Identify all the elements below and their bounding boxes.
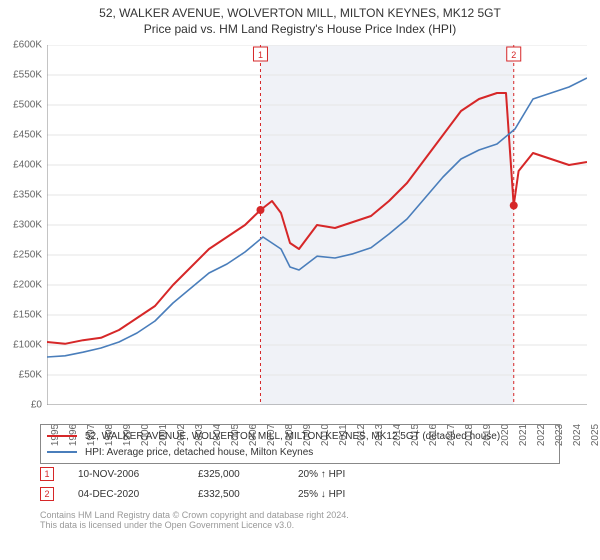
y-tick-label: £50K (2, 370, 42, 381)
sale-1-price: £325,000 (198, 469, 298, 480)
sale-1-delta: 20% ↑ HPI (298, 469, 398, 480)
y-tick-label: £400K (2, 160, 42, 171)
y-tick-label: £350K (2, 190, 42, 201)
y-tick-label: £0 (2, 400, 42, 411)
footer-attribution: Contains HM Land Registry data © Crown c… (40, 510, 349, 530)
y-tick-label: £150K (2, 310, 42, 321)
chart-area: 12 (47, 45, 587, 405)
legend-swatch-hpi (47, 451, 77, 453)
y-tick-label: £250K (2, 250, 42, 261)
y-tick-label: £500K (2, 100, 42, 111)
legend-box: 52, WALKER AVENUE, WOLVERTON MILL, MILTO… (40, 424, 560, 464)
x-tick-label: 2024 (572, 424, 583, 446)
footer-line2: This data is licensed under the Open Gov… (40, 520, 349, 530)
sale-events: 1 10-NOV-2006 £325,000 20% ↑ HPI 2 04-DE… (40, 464, 398, 504)
svg-text:1: 1 (258, 50, 263, 60)
y-tick-label: £450K (2, 130, 42, 141)
title-block: 52, WALKER AVENUE, WOLVERTON MILL, MILTO… (0, 0, 600, 38)
sale-2-date: 04-DEC-2020 (78, 489, 198, 500)
y-tick-label: £300K (2, 220, 42, 231)
x-tick-label: 2025 (590, 424, 600, 446)
title-address: 52, WALKER AVENUE, WOLVERTON MILL, MILTO… (10, 6, 590, 20)
legend-row-property: 52, WALKER AVENUE, WOLVERTON MILL, MILTO… (47, 428, 553, 444)
legend-row-hpi: HPI: Average price, detached house, Milt… (47, 444, 553, 460)
legend-label-hpi: HPI: Average price, detached house, Milt… (85, 447, 313, 458)
y-tick-label: £600K (2, 40, 42, 51)
legend-label-property: 52, WALKER AVENUE, WOLVERTON MILL, MILTO… (85, 431, 500, 442)
legend-swatch-property (47, 435, 77, 437)
sale-marker-1-icon: 1 (40, 467, 54, 481)
chart-svg: 12 (47, 45, 587, 405)
sale-row-1: 1 10-NOV-2006 £325,000 20% ↑ HPI (40, 464, 398, 484)
y-tick-label: £550K (2, 70, 42, 81)
y-tick-label: £100K (2, 340, 42, 351)
sale-marker-2-icon: 2 (40, 487, 54, 501)
sale-2-delta: 25% ↓ HPI (298, 489, 398, 500)
sale-row-2: 2 04-DEC-2020 £332,500 25% ↓ HPI (40, 484, 398, 504)
title-subtitle: Price paid vs. HM Land Registry's House … (10, 22, 590, 36)
footer-line1: Contains HM Land Registry data © Crown c… (40, 510, 349, 520)
y-tick-label: £200K (2, 280, 42, 291)
sale-2-price: £332,500 (198, 489, 298, 500)
svg-text:2: 2 (511, 50, 516, 60)
sale-1-date: 10-NOV-2006 (78, 469, 198, 480)
